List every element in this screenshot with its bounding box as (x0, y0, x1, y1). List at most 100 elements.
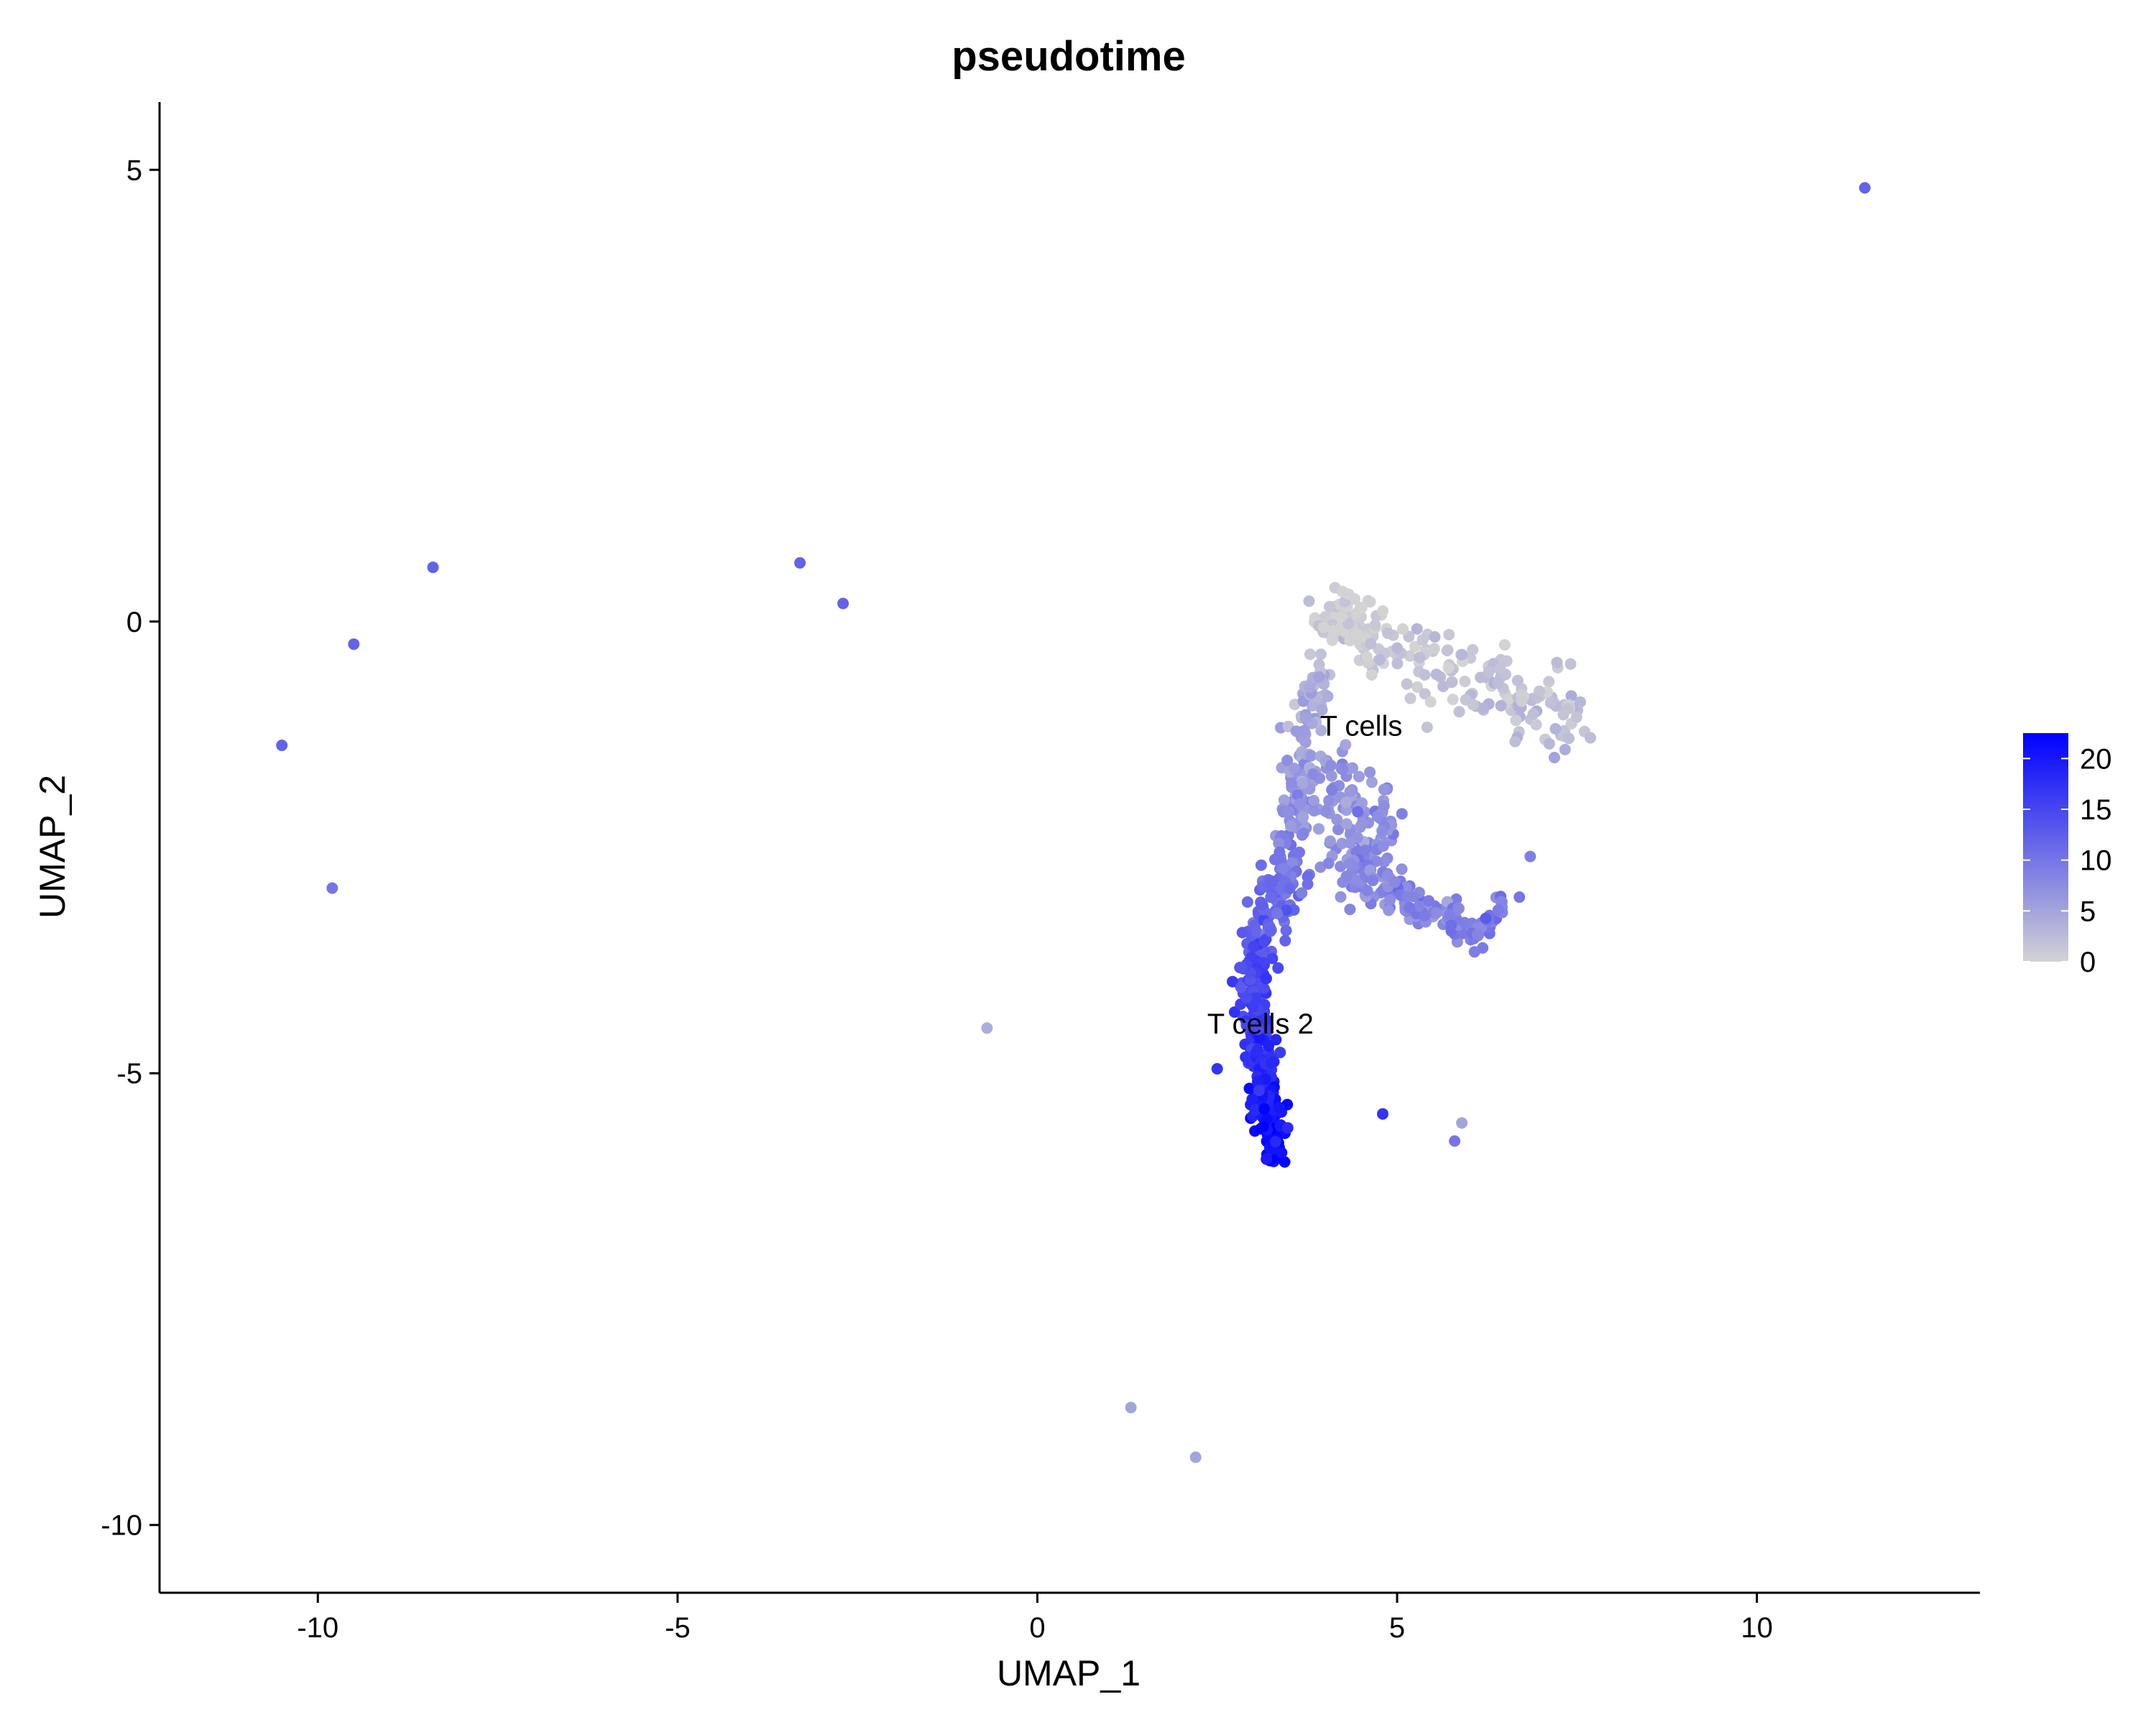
data-point (1376, 824, 1388, 837)
data-point (1477, 702, 1489, 714)
data-point (1442, 662, 1455, 674)
data-point (1445, 676, 1457, 689)
data-point (1255, 859, 1267, 871)
data-point (1323, 794, 1335, 806)
data-point (1565, 690, 1577, 702)
data-point (1325, 760, 1337, 771)
data-point (1429, 631, 1441, 643)
outlier-point (1449, 1135, 1461, 1147)
data-point (1288, 763, 1300, 774)
colorbar-tick-label: 0 (2080, 947, 2096, 978)
data-point (1391, 642, 1404, 654)
y-axis-label: UMAP_2 (32, 775, 73, 919)
data-point (1381, 869, 1393, 881)
data-point (1240, 1051, 1252, 1063)
data-point (1281, 1122, 1294, 1134)
data-point (1281, 904, 1293, 916)
outlier-point (1858, 182, 1871, 194)
cluster-label: T cells (1320, 710, 1403, 742)
data-point (1411, 623, 1423, 635)
data-point (1378, 800, 1390, 812)
data-point (1247, 1000, 1259, 1013)
data-point (1401, 678, 1413, 690)
data-point (1557, 709, 1570, 721)
data-point (1296, 887, 1308, 899)
data-point (1297, 827, 1309, 840)
data-point (1361, 885, 1373, 897)
data-point (1307, 768, 1319, 780)
data-point (1253, 1085, 1265, 1097)
data-point (1283, 806, 1295, 818)
data-point (1340, 870, 1353, 883)
data-point (1378, 783, 1390, 796)
x-tick-label: -5 (665, 1612, 691, 1644)
data-point (1273, 1102, 1286, 1114)
data-point (1337, 763, 1349, 776)
data-point (1261, 1153, 1273, 1165)
data-point (1498, 639, 1511, 651)
data-point (1296, 777, 1309, 789)
data-point (1413, 900, 1425, 912)
data-point (1543, 676, 1555, 688)
data-point (1279, 934, 1291, 947)
data-point (1445, 919, 1457, 932)
data-point (1257, 1121, 1269, 1133)
data-point (1340, 796, 1353, 809)
data-point (1271, 907, 1284, 919)
data-point (1396, 863, 1408, 875)
data-point (1294, 798, 1306, 810)
data-point (1365, 638, 1377, 650)
scatter-points (276, 182, 1871, 1463)
data-point (1527, 708, 1539, 720)
data-point (1382, 627, 1393, 639)
data-point (1472, 929, 1483, 941)
data-point (1409, 640, 1422, 653)
data-point (1252, 1024, 1264, 1036)
data-point (1404, 692, 1416, 704)
data-point (1559, 743, 1571, 755)
data-point (1544, 696, 1557, 709)
data-point (1459, 676, 1471, 688)
data-point (1430, 668, 1442, 681)
data-point (1319, 610, 1332, 622)
data-point (1562, 732, 1575, 745)
data-point (1249, 1104, 1261, 1116)
data-point (1265, 891, 1277, 903)
data-point (1277, 862, 1289, 875)
data-point (1304, 648, 1316, 661)
data-point (1340, 739, 1352, 751)
data-point (1235, 981, 1247, 993)
data-point (1530, 719, 1542, 731)
data-point (1256, 1013, 1268, 1025)
data-point (1317, 621, 1330, 633)
data-point (1269, 1136, 1281, 1148)
data-point (1258, 983, 1270, 994)
data-point (1308, 794, 1319, 806)
outlier-point (981, 1022, 993, 1034)
data-point (1414, 651, 1426, 663)
data-point (1319, 806, 1332, 817)
y-axis-ticks: -10 -5 0 5 (101, 155, 160, 1542)
data-point (1396, 623, 1409, 635)
data-point (1324, 601, 1335, 613)
data-point (1428, 643, 1440, 655)
data-point (1423, 895, 1434, 907)
data-point (1511, 674, 1524, 686)
data-point (1284, 820, 1296, 832)
data-point (1367, 875, 1379, 886)
data-point (1494, 663, 1506, 675)
data-point (1278, 794, 1290, 806)
data-point (1430, 907, 1442, 919)
data-point (1404, 650, 1416, 662)
data-point (1419, 669, 1431, 681)
data-point (1335, 891, 1347, 903)
data-point (1419, 688, 1431, 700)
data-point (1286, 857, 1298, 869)
data-point (1452, 902, 1464, 914)
x-axis-ticks: -10 -5 0 5 10 (297, 1593, 1773, 1644)
data-point (1273, 837, 1285, 850)
data-point (1252, 1044, 1264, 1056)
data-point (1250, 926, 1263, 938)
data-point (1543, 737, 1555, 750)
data-point (1549, 723, 1562, 735)
